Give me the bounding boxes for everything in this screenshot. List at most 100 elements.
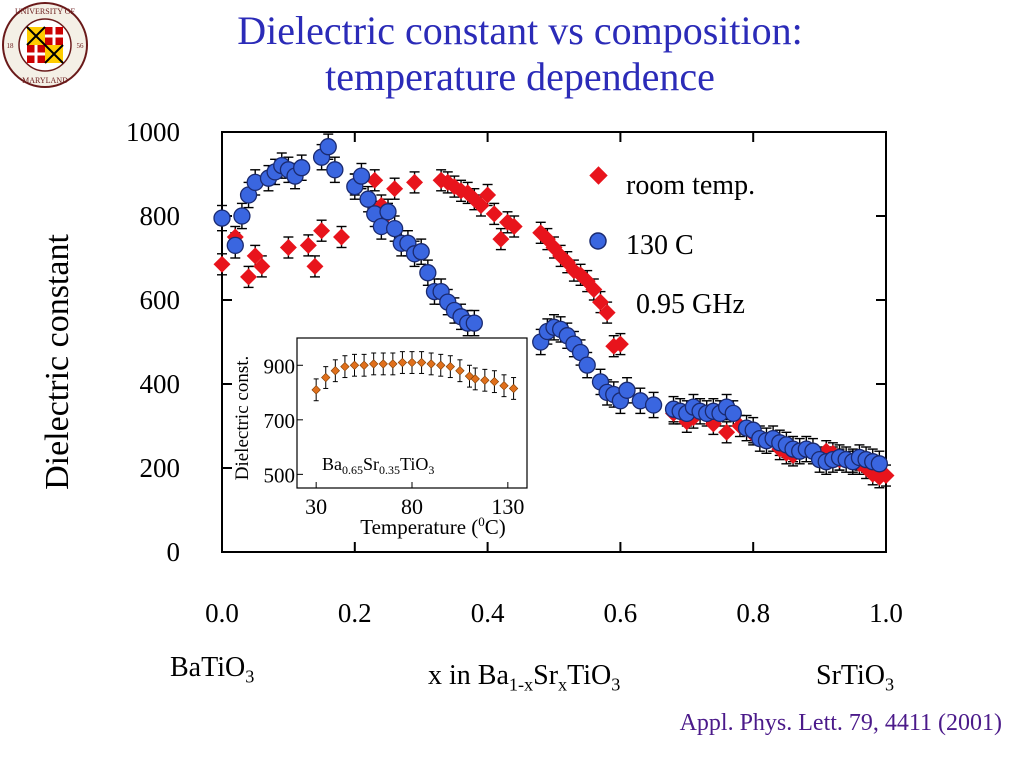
inset-x-axis-label: Temperature (0C) [360, 514, 506, 539]
legend-130c-label: 130 C [626, 230, 694, 261]
data-point-130c [419, 264, 437, 282]
inset-data-point [397, 357, 408, 368]
data-point-room-temp [279, 239, 297, 256]
data-point-room-temp [485, 205, 503, 223]
data-point-room-temp [213, 255, 231, 273]
inset-data-point [311, 385, 321, 395]
data-point-130c [359, 190, 377, 208]
slide-title: Dielectric constant vs composition: temp… [90, 8, 950, 100]
data-point-room-temp [313, 222, 331, 240]
data-point-room-temp [406, 173, 424, 191]
data-point-130c [226, 236, 244, 255]
logo-text-top: UNIVERSITY OF [15, 7, 75, 16]
inset-y-tick-label: 500 [264, 463, 296, 487]
inset-x-tick-label: 130 [491, 494, 524, 519]
data-point-room-temp [472, 197, 490, 214]
data-point-room-temp [718, 423, 736, 441]
y-tick-label: 200 [140, 453, 181, 483]
inset-y-tick-label: 700 [264, 409, 296, 433]
inset-x-tick-label: 30 [305, 494, 327, 519]
inset-data-point [436, 360, 446, 370]
inset-axis-ticks [297, 364, 509, 488]
caption-srtio3: SrTiO3 [816, 660, 895, 695]
legend: room temp. 130 C 0.95 GHz [589, 166, 755, 320]
x-tick-label: 0.4 [471, 598, 505, 628]
y-tick-label: 0 [167, 537, 181, 567]
caption-batio3: BaTiO3 [170, 652, 255, 687]
inset-x-tick-label: 80 [401, 494, 423, 519]
logo-year-left: 18 [7, 42, 15, 50]
x-tick-label: 0.6 [604, 598, 638, 628]
data-point-room-temp [253, 257, 271, 275]
y-tick-label: 1000 [126, 117, 180, 147]
university-seal-logo: UNIVERSITY OF MARYLAND 18 56 [2, 2, 88, 88]
inset-y-tick-label: 900 [264, 354, 296, 378]
inset-data-point [480, 375, 490, 385]
data-point-130c [352, 167, 371, 185]
data-point-room-temp [598, 304, 616, 322]
main-data-points [213, 138, 895, 486]
x-tick-label: 1.0 [869, 598, 903, 628]
data-point-130c [870, 455, 889, 473]
data-point-130c [293, 159, 311, 177]
data-point-130c [644, 396, 663, 414]
inset-data-points [311, 357, 519, 395]
x-tick-label: 0.2 [338, 598, 372, 628]
inset-data-point [416, 357, 427, 368]
inset-tick-labels: 30 80 130 500 700 900 [264, 354, 525, 519]
data-point-130c [465, 314, 483, 332]
data-point-room-temp [611, 335, 629, 353]
data-point-130c [385, 219, 404, 238]
caption-x-axis-composition: x in Ba1-xSrxTiO3 [428, 660, 621, 695]
citation: Appl. Phys. Lett. 79, 4411 (2001) [679, 710, 1002, 736]
inset-data-point [321, 372, 331, 383]
inset-data-point [455, 366, 465, 376]
main-y-axis-label: Dielectric constant [39, 234, 76, 490]
data-point-room-temp [299, 236, 317, 254]
title-line-2: temperature dependence [325, 54, 715, 99]
inset-data-point [445, 361, 456, 372]
data-point-room-temp [333, 228, 351, 246]
data-point-room-temp [386, 180, 404, 198]
inset-data-point [330, 366, 341, 376]
main-plot-frame [221, 131, 887, 553]
inset-y-axis-label: Dielectric const. [232, 356, 253, 481]
inset-data-point [359, 360, 369, 370]
logo-year-right: 56 [77, 42, 85, 50]
title-line-1: Dielectric constant vs composition: [237, 8, 803, 53]
maryland-flag-icon [26, 26, 64, 64]
y-tick-label: 600 [140, 285, 181, 315]
data-point-room-temp [492, 230, 510, 248]
data-point-room-temp [366, 171, 384, 189]
data-point-room-temp [240, 268, 258, 286]
data-point-room-temp [479, 186, 497, 204]
data-point-130c [618, 381, 636, 399]
legend-room-temp-marker [589, 166, 608, 185]
legend-room-temp-label: room temp. [626, 170, 755, 201]
data-point-130c [724, 404, 742, 423]
inset-data-point [426, 359, 436, 369]
frequency-annotation: 0.95 GHz [636, 289, 745, 320]
inset-data-point [340, 361, 350, 372]
inset-data-point [388, 359, 398, 369]
data-point-130c [379, 203, 397, 221]
main-tick-labels: 0.0 0.2 0.4 0.6 0.8 1.0 0 200 400 600 800 1000 [126, 117, 903, 628]
inset-data-point [489, 376, 500, 387]
y-tick-label: 400 [140, 369, 181, 399]
data-point-130c [326, 161, 344, 179]
inset-data-point [349, 360, 360, 370]
y-tick-label: 800 [140, 201, 181, 231]
inset-chart: 30 80 130 500 700 900 Ba0.65Sr0.35TiO3 Dielec… [232, 337, 528, 539]
logo-text-bottom: MARYLAND [22, 76, 68, 85]
inset-data-point [499, 381, 509, 391]
inset-data-point [407, 357, 417, 368]
inset-data-point [368, 359, 379, 369]
x-tick-label: 0.0 [205, 598, 239, 628]
data-point-130c [412, 243, 430, 261]
legend-130c-marker [589, 232, 607, 250]
data-point-room-temp [591, 293, 609, 311]
data-point-130c [578, 356, 596, 374]
data-point-room-temp [585, 281, 603, 298]
data-point-130c [233, 207, 251, 225]
